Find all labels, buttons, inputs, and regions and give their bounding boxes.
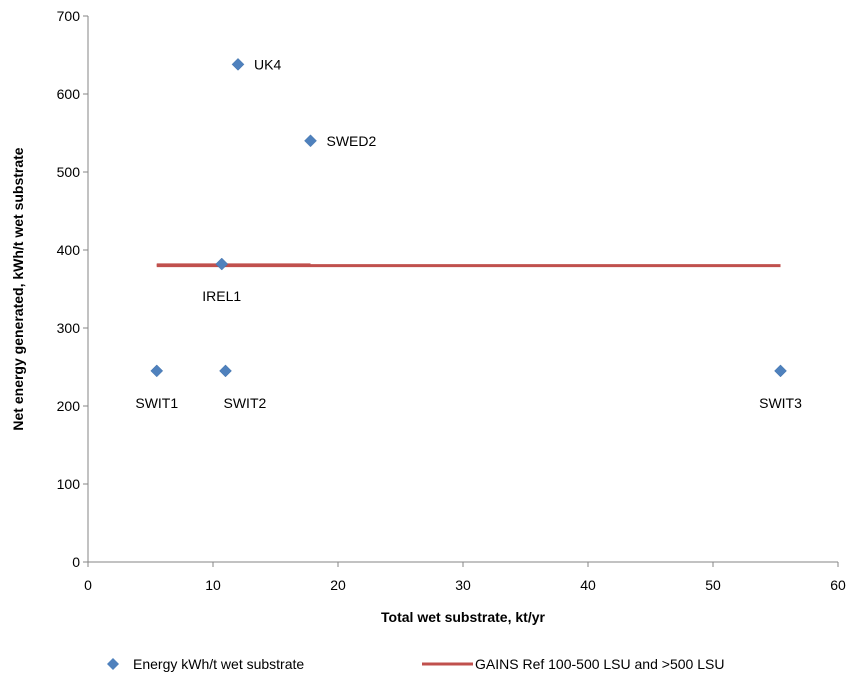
x-tick-label: 20 <box>330 577 346 593</box>
legend-diamond-marker <box>107 658 119 670</box>
x-tick-label: 60 <box>830 577 846 593</box>
y-tick-label: 600 <box>57 86 81 102</box>
y-tick-label: 100 <box>57 476 81 492</box>
legend-label-energy: Energy kWh/t wet substrate <box>133 656 304 672</box>
y-tick-label: 700 <box>57 8 81 24</box>
reference-lines <box>156 263 781 268</box>
x-tick-label: 40 <box>580 577 596 593</box>
point-label: SWIT3 <box>759 395 802 411</box>
x-tick-label: 10 <box>205 577 221 593</box>
point-label: SWIT2 <box>224 395 267 411</box>
data-points: UK4 SWED2 IREL1 SWIT1 SWIT2 SWIT3 <box>135 56 802 411</box>
data-point <box>215 257 229 271</box>
x-axis-title: Total wet substrate, kt/yr <box>381 609 545 625</box>
point-label: SWED2 <box>327 133 377 149</box>
point-label: IREL1 <box>202 288 241 304</box>
y-axis-title: Net energy generated, kWh/t wet substrat… <box>10 147 26 430</box>
x-axis: 0 10 20 30 40 50 60 <box>84 561 846 593</box>
y-ticks: 0 100 200 300 400 500 600 700 <box>57 8 88 570</box>
x-tick-label: 0 <box>84 577 92 593</box>
x-tick-label: 50 <box>705 577 721 593</box>
x-tick-label: 30 <box>455 577 471 593</box>
y-axis: 0 100 200 300 400 500 600 700 <box>57 8 89 570</box>
point-label: SWIT1 <box>135 395 178 411</box>
data-point <box>231 58 245 71</box>
data-point <box>774 364 787 378</box>
data-point <box>219 364 232 378</box>
legend-label-gains: GAINS Ref 100-500 LSU and >500 LSU <box>475 656 724 672</box>
y-tick-label: 300 <box>57 320 81 336</box>
y-tick-label: 200 <box>57 398 81 414</box>
data-point <box>150 364 164 378</box>
point-label: UK4 <box>254 56 281 72</box>
y-tick-label: 0 <box>72 554 80 570</box>
x-ticks: 0 10 20 30 40 50 60 <box>84 562 846 593</box>
data-point <box>304 134 317 148</box>
y-tick-label: 500 <box>57 164 81 180</box>
y-tick-label: 400 <box>57 242 81 258</box>
legend: Energy kWh/t wet substrate GAINS Ref 100… <box>107 656 724 672</box>
